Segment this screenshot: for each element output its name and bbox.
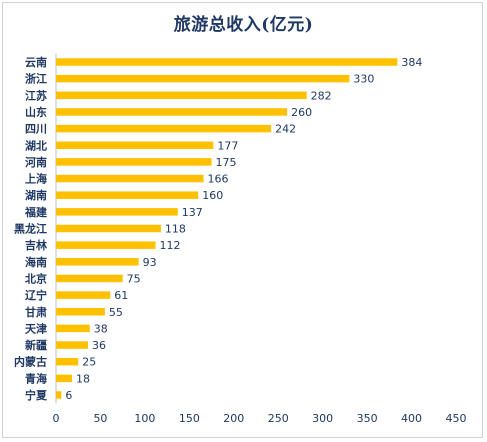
data-label: 242 [275,123,296,136]
category-label: 天津 [25,321,47,335]
data-label: 55 [109,306,123,319]
x-tick-label: 0 [53,412,60,425]
chart-title: 旅游总收入(亿元) [173,15,314,35]
data-label: 282 [311,89,332,102]
bar [56,308,105,316]
x-tick-label: 150 [179,412,200,425]
bar [56,141,214,149]
data-label: 177 [217,139,238,152]
bar [56,174,204,183]
category-label: 上海 [25,172,47,186]
data-label: 260 [291,106,312,119]
x-tick-label: 400 [401,412,422,425]
data-label: 38 [94,322,108,335]
data-label: 6 [65,389,72,402]
axis-layer: 0 50 100 150 200 250 300 350 400 450 [53,53,467,425]
data-label: 330 [353,73,374,86]
data-label: 36 [92,339,106,352]
category-label: 四川 [25,123,47,136]
bar [56,74,350,83]
data-label: 93 [143,256,157,269]
bar [56,341,88,349]
data-label: 112 [160,239,181,252]
bar [56,108,288,116]
bar [56,208,178,216]
bar [56,91,307,100]
data-label: 175 [216,156,237,169]
bar [56,374,72,383]
category-label: 山东 [25,105,47,119]
category-label: 青海 [25,371,47,385]
x-tick-label: 300 [312,412,333,425]
category-label: 福建 [24,205,48,219]
category-label: 湖南 [25,188,47,202]
bar [56,324,90,333]
bar [56,258,139,266]
bar [56,124,272,133]
x-tick-label: 250 [268,412,289,425]
category-label: 黑龙江 [14,222,47,236]
category-label: 新疆 [25,338,47,352]
data-label: 75 [127,272,141,285]
data-label: 61 [114,289,128,302]
x-tick-label: 200 [223,412,244,425]
category-label: 辽宁 [25,288,47,302]
category-label: 吉林 [25,238,47,252]
bar [56,291,111,299]
category-label: 北京 [25,271,47,285]
category-label: 湖北 [25,138,47,152]
category-label: 海南 [25,255,47,269]
data-label: 137 [182,206,203,219]
data-label: 25 [82,356,96,369]
bar [56,391,62,399]
bar [56,274,123,283]
chart-frame [2,2,483,438]
bar [56,191,199,199]
bar [56,241,156,249]
x-tick-label: 450 [446,412,467,425]
category-label: 宁夏 [25,388,48,402]
bar-layer [56,58,398,399]
data-label: 384 [401,56,422,69]
category-label: 河南 [25,155,47,169]
label-layer: 云南 384 浙江 330 江苏 282 山东 260 四川 242 湖北 177 河南 175 上海 166… [14,55,422,402]
data-label: 160 [202,189,223,202]
x-tick-label: 100 [134,412,155,425]
category-label: 浙江 [25,72,47,86]
category-label: 内蒙古 [14,355,47,369]
data-label: 118 [165,223,186,236]
x-tick-label: 350 [357,412,378,425]
bar [56,158,212,166]
bar [56,357,79,366]
data-label: 166 [208,173,229,186]
category-label: 甘肃 [25,305,47,319]
data-label: 18 [76,372,90,385]
bar [56,58,398,66]
category-label: 江苏 [25,88,47,102]
category-label: 云南 [25,55,47,69]
x-tick-label: 50 [93,412,107,425]
bar [56,224,161,233]
